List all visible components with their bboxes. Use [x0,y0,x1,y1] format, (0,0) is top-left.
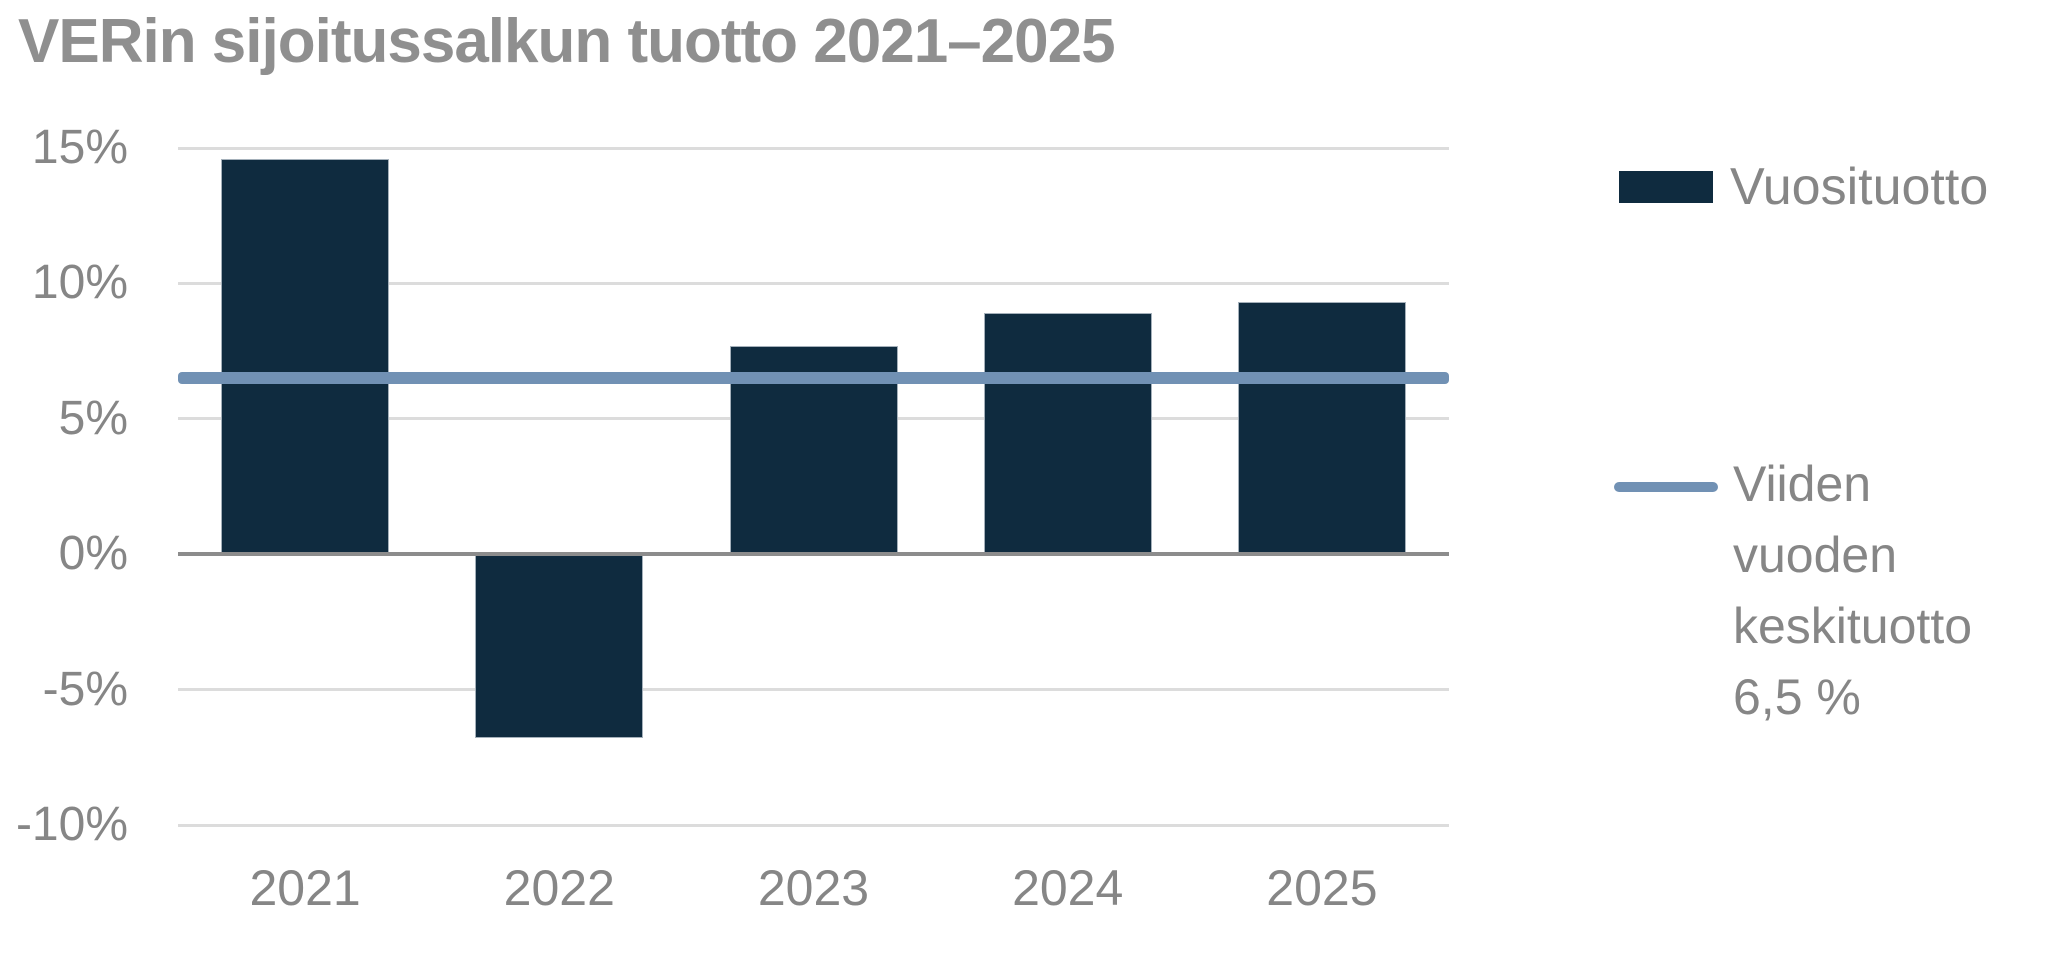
x-tick-label-2022: 2022 [503,860,615,916]
x-tick-label-2024: 2024 [1012,860,1124,916]
bar-2022 [475,554,644,739]
bar-2025 [1237,302,1406,555]
zero-axis-line [178,552,1449,557]
y-tick-label--10%: -10% [15,798,128,851]
legend-item-keskituotto: Viiden vuoden keskituotto 6,5 % [1614,449,1972,733]
chart-title: VERin sijoitussalkun tuotto 2021–2025 [18,7,1116,76]
y-tick-label-5%: 5% [58,391,128,445]
y-tick-label-10%: 10% [31,256,128,310]
avg-line-swatch [1614,482,1718,492]
bar-2021 [221,158,390,555]
y-tick-label--5%: -5% [42,662,128,716]
bar-series-swatch [1619,171,1713,203]
y-tick-label-15%: 15% [31,121,128,174]
gridline--10% [178,823,1449,827]
x-tick-label-2025: 2025 [1266,860,1378,916]
bar-series-label: Vuosituotto [1730,158,1989,216]
avg-line-label: Viiden vuoden keskituotto 6,5 % [1733,456,1973,725]
gridline-15% [178,146,1449,150]
x-tick-label-2021: 2021 [249,860,361,916]
gridline-10% [178,281,1449,285]
legend-item-vuosituotto: Vuosituotto [1619,158,1988,216]
plot-area [178,146,1449,827]
y-tick-label-0%: 0% [58,527,128,581]
x-tick-label-2023: 2023 [757,860,870,916]
bar-2024 [983,313,1152,555]
gridline--5% [178,688,1449,692]
average-return-line [178,372,1449,385]
